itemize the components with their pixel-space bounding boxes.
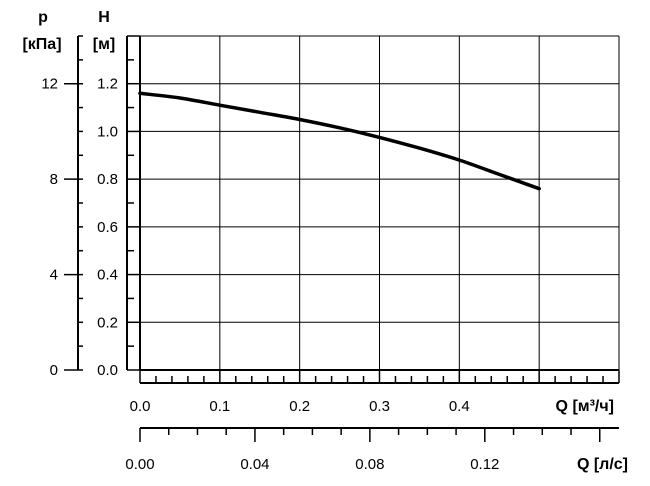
pressure-tick-label: 8 [50,171,58,188]
series-layer [138,91,541,191]
pressure-tick-label: 12 [41,76,58,93]
flow-ls-tick-label: 0.04 [240,456,269,473]
head-tick-label: 0.0 [97,362,118,379]
flow-m3h-tick-label: 0.2 [289,398,310,415]
pressure-axis-title: p [38,9,48,26]
pressure-tick-label: 4 [50,267,58,284]
head-axis-title: H [98,9,110,26]
head-axis-unit: [м] [93,36,116,53]
flow-m3h-axis-label: Q [м³/ч] [556,398,614,415]
pump-curve-line [138,91,541,191]
head-tick-label: 0.2 [97,314,118,331]
head-tick-label: 1.0 [97,123,118,140]
axis-labels: p [кПа] H [м] Q [м³/ч] Q [л/с] [22,9,628,473]
grid [139,35,620,371]
head-tick-label: 0.8 [97,171,118,188]
pressure-tick-label: 0 [50,362,58,379]
flow-ls-tick-label: 0.12 [470,456,499,473]
left-axes: 0.0 0.2 0.4 0.6 0.8 1.0 1.2 0 4 8 12 [41,35,140,379]
flow-m3h-tick-label: 0.4 [449,398,470,415]
head-tick-label: 0.6 [97,219,118,236]
flow-m3h-tick-label: 0.3 [369,398,390,415]
head-tick-label: 0.4 [97,267,118,284]
head-tick-label: 1.2 [97,76,118,93]
flow-m3h-tick-label: 0.1 [209,398,230,415]
bottom-axes: 0.0 0.1 0.2 0.3 0.4 0.00 0.04 0.08 0.12 [125,370,620,473]
flow-m3h-tick-label: 0.0 [130,398,151,415]
flow-ls-tick-label: 0.00 [125,456,154,473]
pressure-axis-unit: [кПа] [22,36,61,53]
flow-ls-axis-label: Q [л/с] [577,456,628,473]
flow-ls-tick-label: 0.08 [355,456,384,473]
